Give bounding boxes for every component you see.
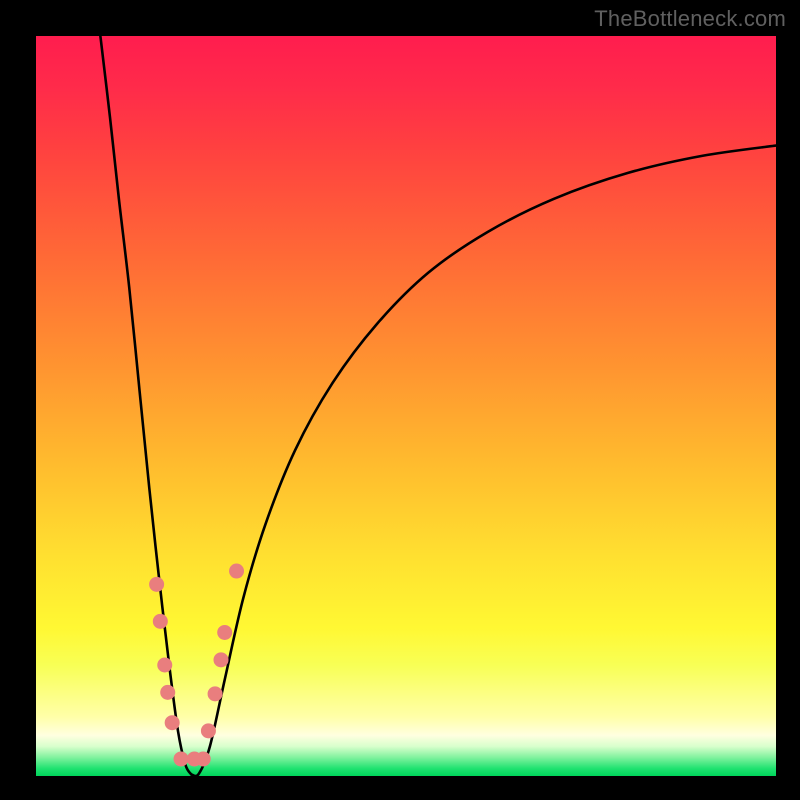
data-marker	[196, 751, 211, 766]
data-marker	[214, 652, 229, 667]
data-marker	[174, 751, 189, 766]
data-marker	[149, 577, 164, 592]
data-marker	[157, 658, 172, 673]
data-marker	[217, 625, 232, 640]
data-marker	[160, 685, 175, 700]
data-marker	[229, 564, 244, 579]
watermark-text: TheBottleneck.com	[594, 6, 786, 32]
chart-container: TheBottleneck.com	[0, 0, 800, 800]
data-marker	[201, 723, 216, 738]
data-marker	[165, 715, 180, 730]
data-marker	[208, 686, 223, 701]
chart-svg	[0, 0, 800, 800]
data-marker	[153, 614, 168, 629]
plot-background	[36, 36, 776, 776]
